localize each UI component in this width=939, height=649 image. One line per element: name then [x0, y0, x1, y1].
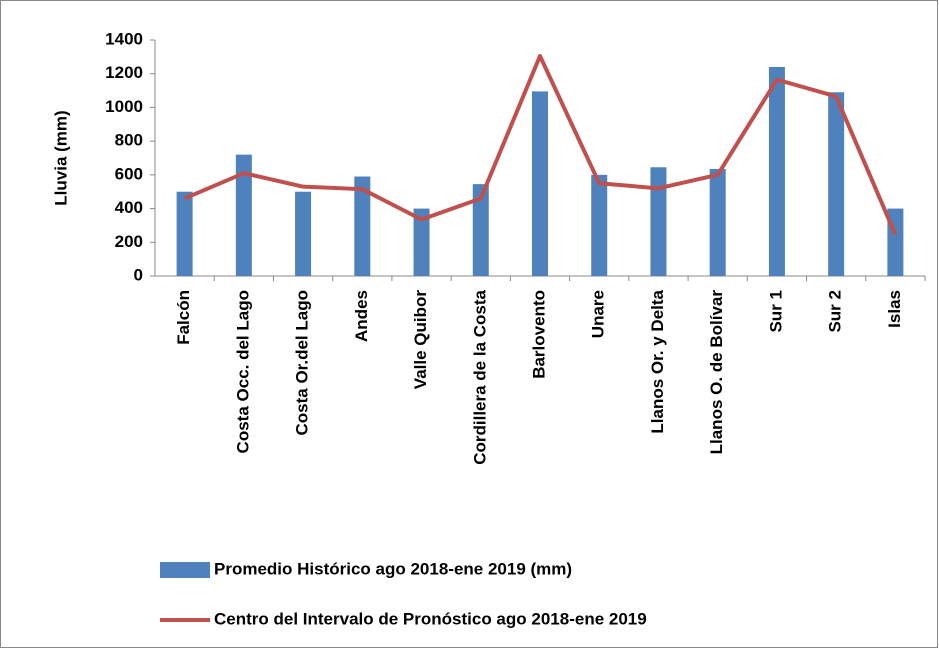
x-tick-label: Costa Or.del Lago: [293, 290, 312, 435]
bar: [354, 176, 371, 276]
bar: [295, 191, 312, 276]
y-tick-label: 200: [115, 232, 143, 251]
y-tick-label: 1400: [105, 29, 143, 48]
bar: [235, 154, 252, 276]
bar: [768, 66, 785, 276]
bar: [650, 167, 667, 276]
x-tick-label: Valle Quibor: [411, 290, 430, 390]
y-tick-label: 1000: [105, 97, 143, 116]
legend-label: Promedio Histórico ago 2018-ene 2019 (mm…: [214, 559, 572, 578]
x-tick-label: Sur 2: [826, 290, 845, 333]
x-tick-label: Unare: [589, 290, 608, 338]
x-tick-label: Llanos Or. y Delta: [648, 289, 667, 433]
x-tick-label: Sur 1: [766, 290, 785, 333]
bar: [413, 208, 430, 276]
bar: [709, 168, 726, 276]
legend-label: Centro del Intervalo de Pronóstico ago 2…: [214, 609, 647, 628]
bar: [176, 191, 193, 276]
y-tick-label: 800: [115, 131, 143, 150]
legend-swatch: [160, 562, 210, 578]
bar: [591, 174, 608, 276]
x-tick-label: Andes: [352, 290, 371, 342]
y-axis-title: Lluvia (mm): [51, 110, 70, 205]
bar: [828, 92, 845, 276]
line: [183, 54, 898, 236]
y-tick-label: 0: [134, 265, 143, 284]
y-tick-label: 1200: [105, 63, 143, 82]
x-tick-label: Costa Occ. del Lago: [233, 290, 252, 453]
bar: [532, 91, 548, 277]
x-tick-label: Cordillera de la Costa: [470, 289, 489, 464]
x-tick-label: Llanos O. de Bolívar: [707, 290, 726, 455]
x-tick-label: Islas: [885, 290, 904, 328]
bar: [472, 184, 489, 276]
x-tick-label: Falcón: [174, 290, 193, 345]
y-tick-label: 400: [115, 198, 143, 217]
x-tick-label: Barlovento: [529, 290, 548, 379]
y-tick-label: 600: [115, 164, 143, 183]
